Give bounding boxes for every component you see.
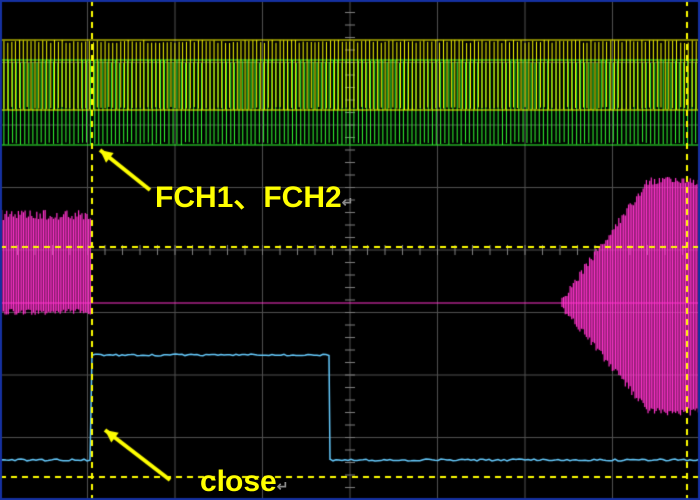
oscilloscope-screen: FCH1、FCH2↵ close↵ bbox=[0, 0, 700, 500]
waveform-canvas bbox=[0, 0, 700, 500]
